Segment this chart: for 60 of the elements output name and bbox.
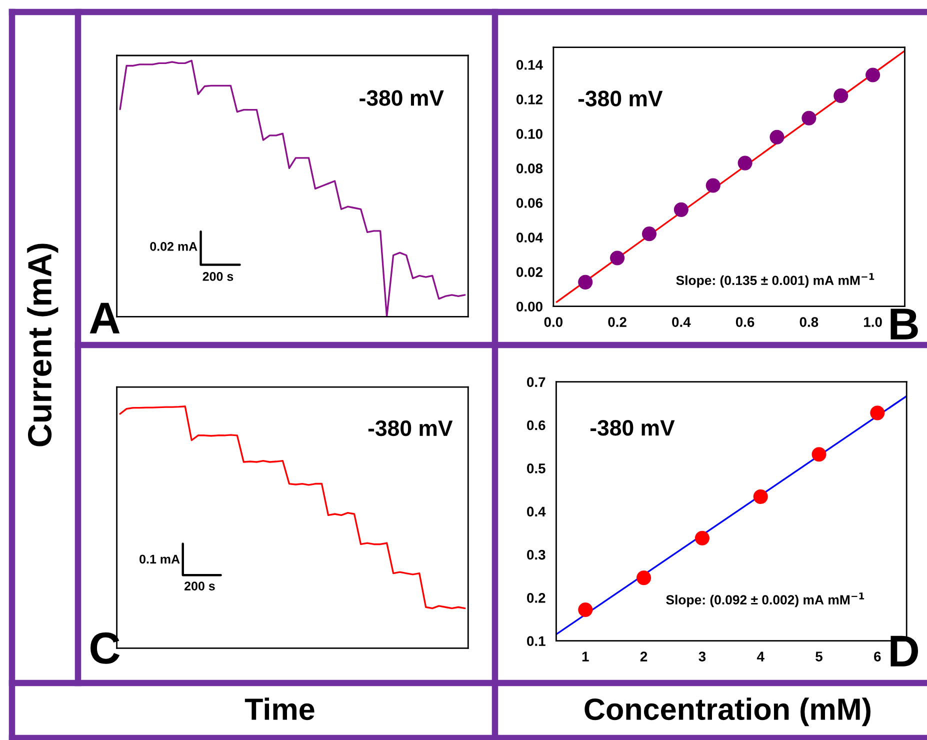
annotation: A [90,302,120,334]
point [642,226,657,242]
point [866,68,880,82]
y-tick-label: 0.12 [516,94,542,104]
point [738,156,752,170]
x-axis-title: Concentration (mM) [584,698,870,726]
x-tick-label: 0.0 [544,317,563,327]
y-tick-label: 0.2 [527,593,546,603]
point [674,202,688,217]
point [812,447,826,462]
annotation: D [890,636,918,666]
point [834,88,848,103]
y-tick-label: 0.08 [516,164,543,174]
annotation: Slope: (0.092 ± 0.002) mA mM$^{−1}$ [666,592,864,608]
annotation: -380 mV [578,90,663,106]
annotation: -380 mV [368,420,453,436]
x-tick-label: 0.2 [608,317,626,327]
x-tick-label: 2 [640,652,648,662]
y-tick-label: 0.7 [527,377,546,388]
y-tick-label: 0.4 [527,506,546,517]
x-tick-label: 0.4 [672,317,691,327]
y-tick-label: 0.6 [527,420,546,430]
point [610,250,625,266]
y-tick-label: 0.5 [527,464,546,474]
y-tick-label: 0.1 [527,636,546,646]
point [636,570,652,586]
point [870,406,885,420]
point [753,489,768,504]
x-tick-label: 0.6 [736,317,754,327]
y-axis-title: Current (mA) [27,244,58,446]
y-tick-label: 0.04 [516,232,543,242]
x-tick-label: 3 [698,652,706,662]
point [578,602,593,618]
annotation: 0.1 mA [140,554,180,564]
annotation: C [90,632,120,664]
x-tick-label: 1.0 [864,317,882,327]
y-tick-label: 0.14 [516,60,543,70]
y-tick-label: 0.3 [527,550,546,560]
annotation: 200 s [202,272,234,281]
point [578,274,593,290]
x-tick-label: 1 [582,652,589,662]
x-tick-label: 4 [756,652,764,662]
annotation: 0.02 mA [150,242,198,251]
point [770,130,784,144]
annotation: -380 mV [360,90,444,106]
x-axis-title: Time [244,698,314,720]
y-tick-label: 0.10 [516,129,542,139]
annotation: 200 s [184,582,215,590]
y-tick-label: 0.02 [516,267,542,277]
point [694,530,710,546]
point [802,110,816,126]
annotation: -380 mV [590,420,675,436]
text: B [890,308,918,340]
annotation: Slope: (0.135 ± 0.001) mA mM$^{−1}$ [676,273,874,288]
x-tick-label: 6 [874,652,881,662]
point [706,178,720,193]
y-tick-label: 0.06 [516,198,543,208]
x-tick-label: 5 [816,652,822,662]
x-tick-label: 0.8 [800,317,818,327]
y-tick-label: 0.00 [516,302,542,312]
